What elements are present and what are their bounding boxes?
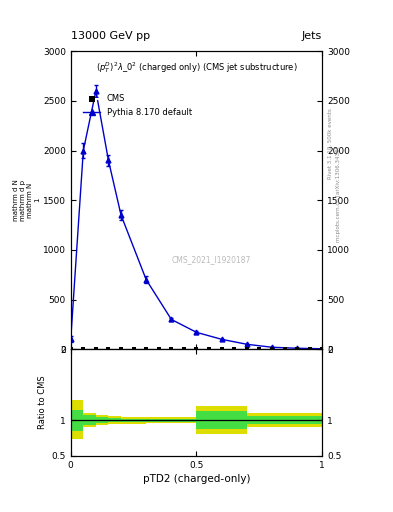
Point bbox=[206, 345, 212, 353]
Point bbox=[193, 345, 200, 353]
Point bbox=[156, 345, 162, 353]
Point bbox=[118, 345, 124, 353]
Point bbox=[68, 345, 74, 353]
Y-axis label: mathrm d N
mathrm d p
mathrm N
1: mathrm d N mathrm d p mathrm N 1 bbox=[13, 179, 40, 221]
Text: mcplots.cern.ch [arXiv:1306.3436]: mcplots.cern.ch [arXiv:1306.3436] bbox=[336, 147, 341, 242]
Point bbox=[105, 345, 112, 353]
Point bbox=[269, 345, 275, 353]
Point bbox=[219, 345, 225, 353]
Point bbox=[256, 345, 263, 353]
Text: Jets: Jets bbox=[302, 31, 322, 41]
Legend: CMS, Pythia 8.170 default: CMS, Pythia 8.170 default bbox=[80, 91, 195, 120]
Point bbox=[93, 345, 99, 353]
Y-axis label: Ratio to CMS: Ratio to CMS bbox=[39, 376, 47, 429]
Point bbox=[181, 345, 187, 353]
Text: Rivet 3.1.10, 500k events: Rivet 3.1.10, 500k events bbox=[328, 108, 333, 179]
X-axis label: pTD2 (charged-only): pTD2 (charged-only) bbox=[143, 474, 250, 484]
Point bbox=[231, 345, 237, 353]
Point bbox=[319, 345, 325, 353]
Text: CMS_2021_I1920187: CMS_2021_I1920187 bbox=[172, 255, 251, 264]
Point bbox=[244, 345, 250, 353]
Point bbox=[143, 345, 149, 353]
Point bbox=[168, 345, 174, 353]
Text: $(p_T^D)^2\lambda\_0^2$ (charged only) (CMS jet substructure): $(p_T^D)^2\lambda\_0^2$ (charged only) (… bbox=[95, 60, 298, 75]
Point bbox=[307, 345, 313, 353]
Point bbox=[130, 345, 137, 353]
Point bbox=[80, 345, 86, 353]
Point bbox=[294, 345, 300, 353]
Point bbox=[281, 345, 288, 353]
Text: 13000 GeV pp: 13000 GeV pp bbox=[71, 31, 150, 41]
